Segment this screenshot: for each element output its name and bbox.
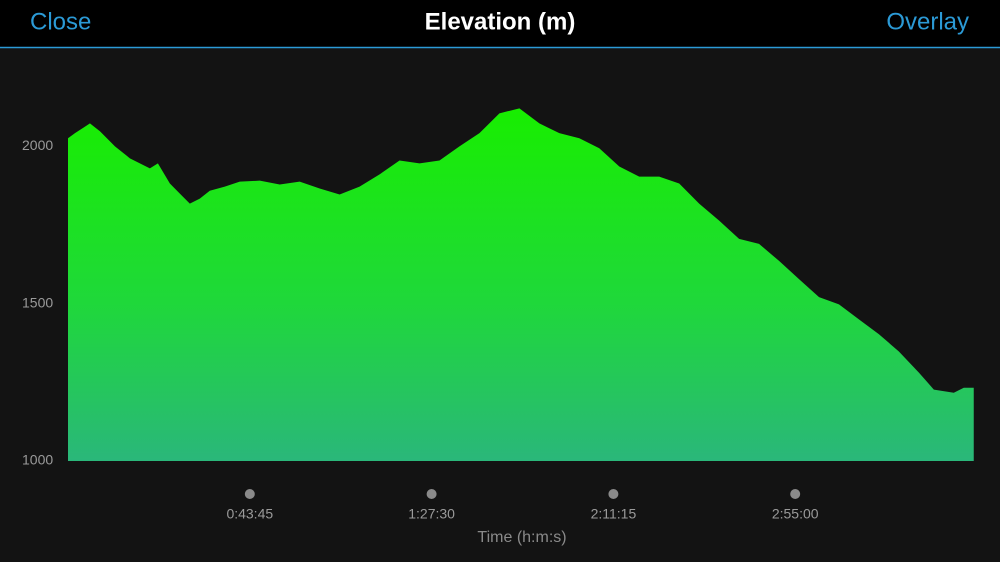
x-tick-label: 2:11:15 — [591, 506, 637, 522]
x-tick-dot — [244, 489, 255, 499]
nav-title: Elevation (m) — [425, 8, 576, 35]
overlay-button[interactable]: Overlay — [886, 8, 969, 35]
nav-bar — [0, 0, 1000, 47]
elevation-area — [68, 108, 974, 461]
x-tick-dot — [790, 489, 801, 499]
close-button[interactable]: Close — [30, 8, 91, 35]
x-tick-label: 0:43:45 — [226, 506, 273, 522]
plot: 1000 1500 2000 0:43:45 1:27:30 2:11:15 2:55:00 — [22, 108, 974, 522]
x-tick-label: 1:27:30 — [408, 506, 455, 522]
x-tick-dot — [608, 489, 619, 499]
y-tick-label: 1500 — [22, 294, 53, 310]
x-tick-label: 2:55:00 — [772, 506, 819, 522]
y-tick-label: 1000 — [22, 452, 53, 468]
x-tick-dot — [426, 489, 437, 499]
x-axis-label: Time (h:m:s) — [477, 529, 566, 546]
y-tick-label: 2000 — [22, 137, 53, 153]
